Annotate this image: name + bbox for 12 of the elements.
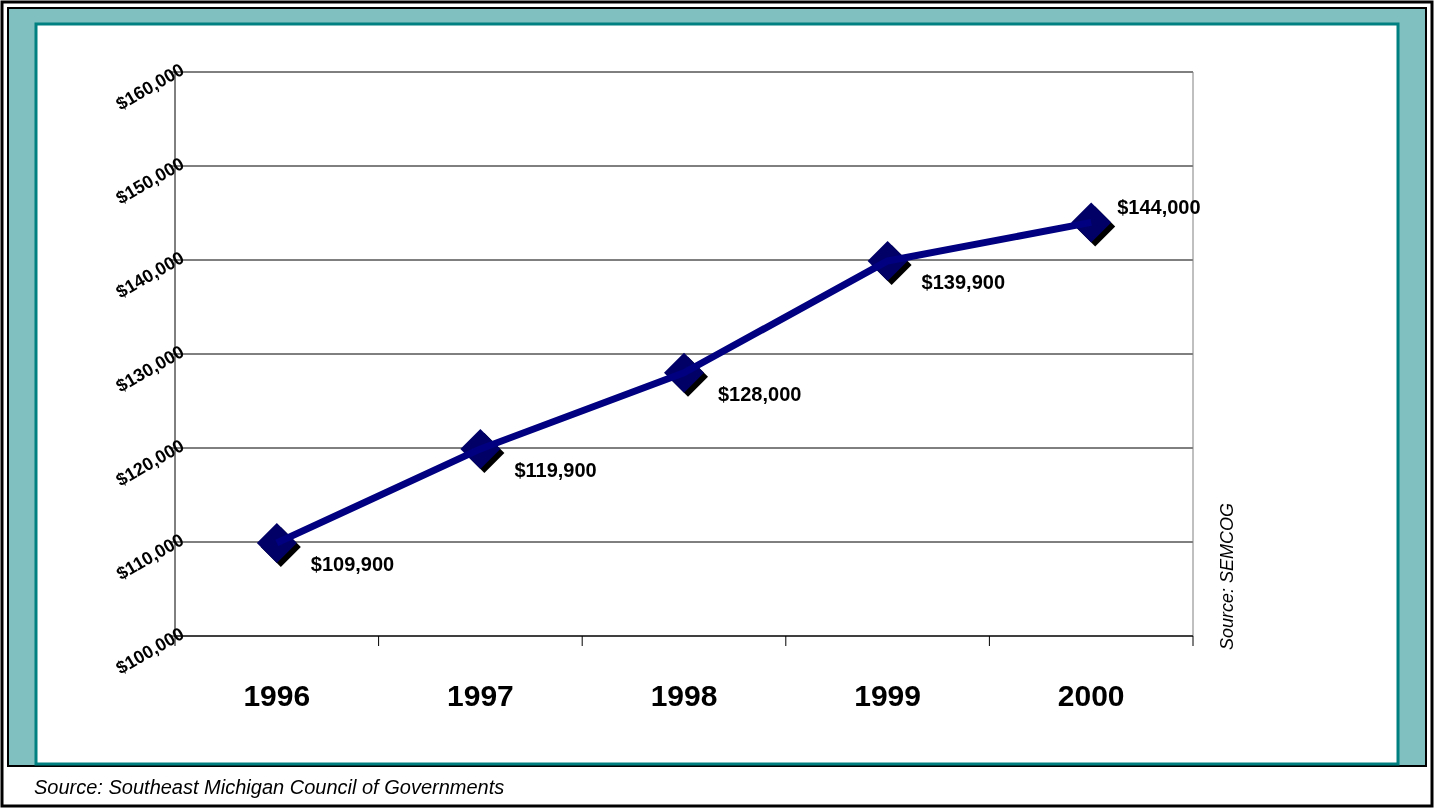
source-note: Source: SEMCOG — [1217, 502, 1237, 650]
data-label: $128,000 — [718, 382, 802, 405]
x-tick-label: 1998 — [650, 679, 718, 712]
x-tick-label: 2000 — [1057, 679, 1125, 712]
source-note: Source: Southeast Michigan Council of Governments — [34, 776, 505, 798]
data-label: $109,900 — [310, 552, 395, 575]
x-tick-label: 1997 — [447, 679, 514, 712]
data-label: $144,000 — [1117, 196, 1201, 219]
x-tick-label: 1996 — [243, 679, 311, 712]
x-tick-label: 1999 — [854, 679, 921, 712]
data-label: $119,900 — [514, 458, 597, 481]
data-label: $139,900 — [921, 270, 1006, 293]
